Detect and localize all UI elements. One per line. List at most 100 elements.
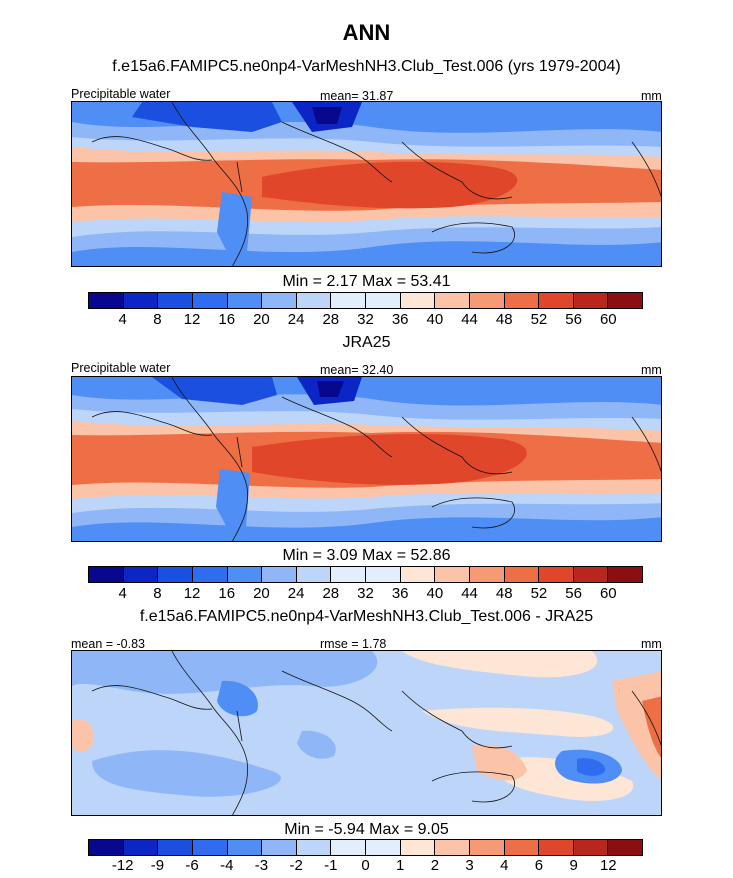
colorbar-swatch <box>539 293 574 308</box>
colorbar-tick-label: 12 <box>183 311 201 328</box>
colorbar-tick-label: 9 <box>569 857 578 874</box>
panel-3-units-label: mm <box>641 637 662 651</box>
colorbar-swatch <box>539 840 574 855</box>
colorbar-tick-label: 8 <box>153 311 162 328</box>
colorbar-swatch <box>400 567 436 582</box>
panel-3-mean-label: mean = -0.83 <box>71 637 146 651</box>
colorbar-swatch <box>608 293 642 308</box>
colorbar-tick-label: 0 <box>361 857 370 874</box>
colorbar-tick-label: -1 <box>324 857 338 874</box>
colorbar-tick-label: 52 <box>530 311 548 328</box>
colorbar-swatch <box>331 567 366 582</box>
panel-1-min-max: Min = 2.17 Max = 53.41 <box>282 273 451 290</box>
colorbar-tick-label: 4 <box>500 857 509 874</box>
colorbar-tick-label: 12 <box>183 585 201 602</box>
colorbar-swatch <box>504 567 540 582</box>
colorbar-swatch <box>123 567 159 582</box>
colorbar-tick-label: 56 <box>565 585 582 602</box>
colorbar-swatch <box>89 840 124 855</box>
panel-3-min-max: Min = -5.94 Max = 9.05 <box>284 821 449 838</box>
colorbar-swatch <box>262 840 297 855</box>
colorbar-swatch <box>89 567 124 582</box>
colorbar-swatch <box>366 293 401 308</box>
colorbar-tick-label: 24 <box>287 311 305 328</box>
colorbar-tick-label: 60 <box>599 311 617 328</box>
colorbar-tick-label: 2 <box>430 857 440 874</box>
colorbar-swatch <box>192 567 228 582</box>
panel-1-colorbar <box>88 292 643 309</box>
colorbar-tick-label: 36 <box>391 585 409 602</box>
colorbar-tick-label: 40 <box>426 311 444 328</box>
colorbar-swatch <box>296 293 332 308</box>
colorbar-swatch <box>262 567 297 582</box>
colorbar-tick-label: -9 <box>150 857 165 874</box>
colorbar-swatch <box>400 293 436 308</box>
panel-3-colorbar-labels: -12 -9 -6 -4 -3 -2 -1 0 1 2 3 4 6 9 12 <box>88 857 643 875</box>
colorbar-swatch <box>262 293 297 308</box>
colorbar-swatch <box>227 293 263 308</box>
colorbar-swatch <box>573 293 609 308</box>
colorbar-swatch <box>539 567 574 582</box>
colorbar-tick-label: 4 <box>118 585 127 602</box>
colorbar-swatch <box>366 840 401 855</box>
colorbar-tick-label: 56 <box>565 311 582 328</box>
colorbar-swatch <box>192 293 228 308</box>
panel-3-map <box>71 650 662 816</box>
panel-2-min-max: Min = 3.09 Max = 52.86 <box>282 547 451 564</box>
colorbar-swatch <box>158 567 193 582</box>
colorbar-swatch <box>435 567 470 582</box>
colorbar-swatch <box>296 567 332 582</box>
colorbar-tick-label: 4 <box>118 311 127 328</box>
panel-2-mean-label: mean= 32.40 <box>320 363 394 377</box>
panel-2-map <box>71 376 662 542</box>
colorbar-tick-label: 40 <box>426 585 444 602</box>
panel-1-colorbar-labels: 4 8 12 16 20 24 28 32 36 40 44 48 52 56 60 <box>88 311 643 329</box>
panel-2-units-label: mm <box>641 363 662 377</box>
figure-title: ANN <box>342 20 391 45</box>
colorbar-tick-label: 32 <box>357 585 374 602</box>
colorbar-swatch <box>331 293 366 308</box>
colorbar-swatch <box>504 293 540 308</box>
colorbar-tick-label: -4 <box>220 857 234 874</box>
colorbar-swatch <box>158 840 193 855</box>
panel-3-colorbar <box>88 839 643 856</box>
colorbar-swatch <box>608 840 642 855</box>
colorbar-tick-label: -2 <box>289 857 303 874</box>
panel-1-mean-label: mean= 31.87 <box>320 89 394 103</box>
colorbar-tick-label: 44 <box>461 585 478 602</box>
colorbar-swatch <box>123 840 159 855</box>
panel-3-title: f.e15a6.FAMIPC5.ne0np4-VarMeshNH3.Club_T… <box>139 608 594 625</box>
colorbar-tick-label: -12 <box>111 857 134 874</box>
colorbar-tick-label: 3 <box>465 857 474 874</box>
panel-1-title: f.e15a6.FAMIPC5.ne0np4-VarMeshNH3.Club_T… <box>112 58 621 75</box>
colorbar-tick-label: 6 <box>534 857 544 874</box>
panel-2-title: JRA25 <box>342 334 391 351</box>
colorbar-swatch <box>400 840 436 855</box>
colorbar-tick-label: 16 <box>218 311 236 328</box>
colorbar-tick-label: -6 <box>185 857 199 874</box>
colorbar-tick-label: 1 <box>396 857 405 874</box>
colorbar-tick-label: 8 <box>153 585 162 602</box>
colorbar-tick-label: 16 <box>218 585 236 602</box>
panel-1-map <box>71 101 662 267</box>
colorbar-tick-label: 36 <box>391 311 409 328</box>
colorbar-swatch <box>469 293 505 308</box>
panel-3-rmse-label: rmse = 1.78 <box>320 637 387 651</box>
colorbar-swatch <box>573 567 609 582</box>
colorbar-tick-label: 48 <box>495 311 513 328</box>
panel-2-variable-label: Precipitable water <box>71 361 171 375</box>
colorbar-tick-label: 20 <box>253 311 270 328</box>
panel-2-colorbar-labels: 4 8 12 16 20 24 28 32 36 40 44 48 52 56 60 <box>88 585 643 603</box>
colorbar-tick-label: 12 <box>599 857 617 874</box>
colorbar-swatch <box>573 840 609 855</box>
colorbar-swatch <box>469 567 505 582</box>
colorbar-swatch <box>435 840 470 855</box>
colorbar-tick-label: 32 <box>357 311 374 328</box>
colorbar-swatch <box>435 293 470 308</box>
colorbar-swatch <box>123 293 159 308</box>
panel-2-colorbar <box>88 566 643 583</box>
colorbar-swatch <box>608 567 642 582</box>
colorbar-tick-label: 20 <box>253 585 270 602</box>
colorbar-tick-label: 52 <box>530 585 548 602</box>
colorbar-swatch <box>366 567 401 582</box>
